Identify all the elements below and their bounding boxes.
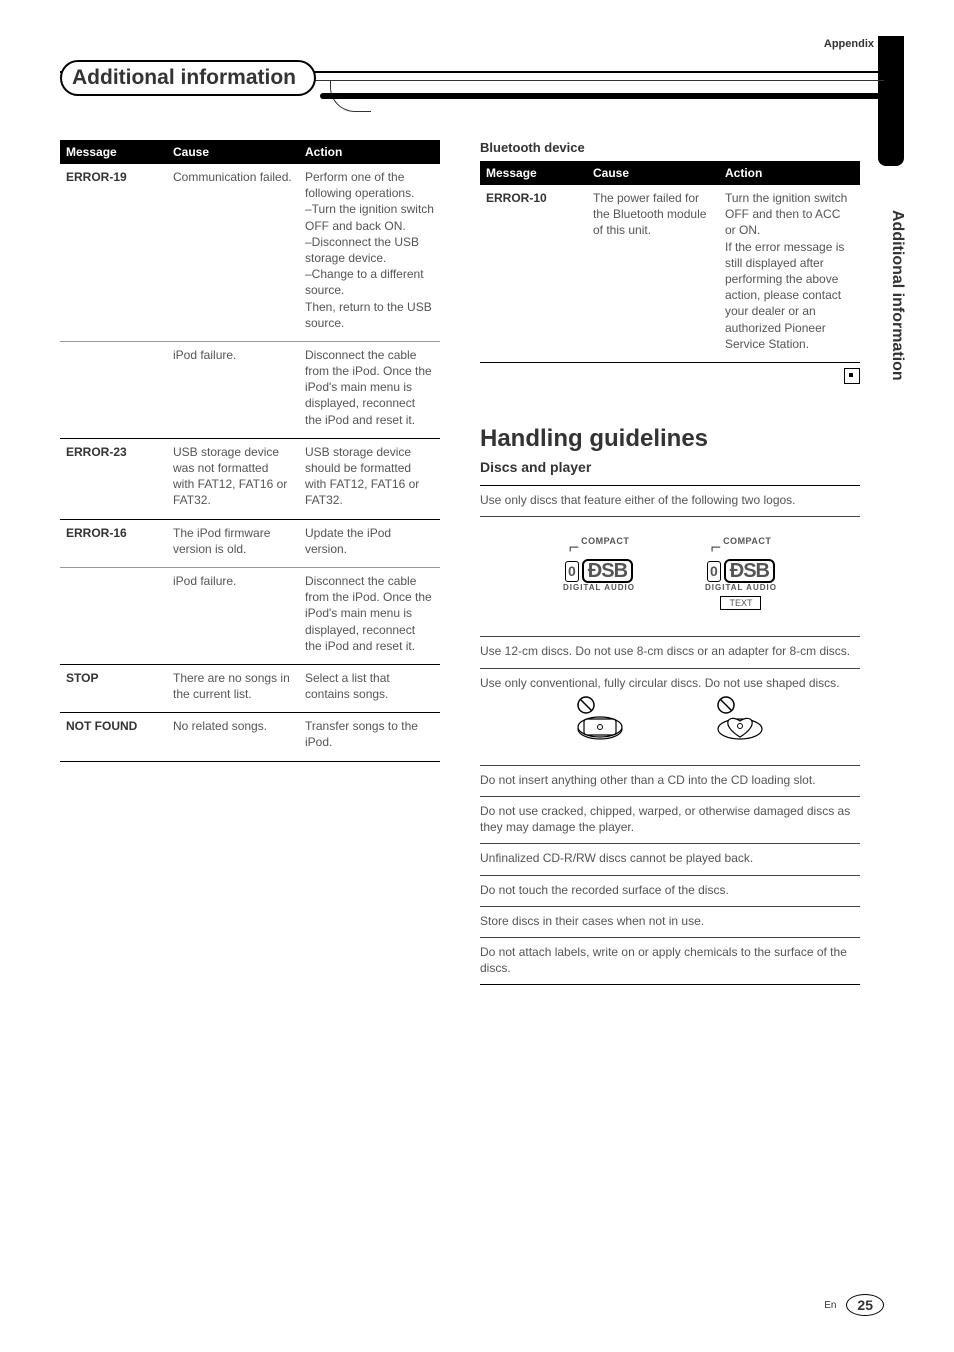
cause-cell: There are no songs in the current list. [167, 664, 299, 712]
side-tab [878, 36, 904, 166]
msg-cell: ERROR-23 [60, 438, 167, 519]
lang-label: En [824, 1300, 836, 1311]
th-cause: Cause [587, 161, 719, 185]
page-footer: En 25 [824, 1294, 884, 1316]
guide-row: Do not use cracked, chipped, warped, or … [480, 797, 860, 844]
cause-cell: iPod failure. [167, 567, 299, 664]
cause-cell: iPod failure. [167, 341, 299, 438]
prohibit-square-disc-icon [570, 695, 630, 745]
error-table-left: Message Cause Action ERROR-19Communicati… [60, 140, 440, 762]
cause-cell: No related songs. [167, 713, 299, 761]
guide-row: Store discs in their cases when not in u… [480, 907, 860, 938]
cd-logo: ⌐COMPACT 0 ƉSB DIGITAL AUDIO [563, 535, 635, 610]
error-table-right: Message Cause Action ERROR-10The power f… [480, 161, 860, 363]
th-cause: Cause [167, 140, 299, 164]
guidelines-heading: Handling guidelines [480, 425, 860, 453]
cd-text-logo: ⌐COMPACT 0 ƉSB DIGITAL AUDIO TEXT [705, 535, 777, 610]
cause-cell: USB storage device was not formatted wit… [167, 438, 299, 519]
th-action: Action [719, 161, 860, 185]
msg-cell [60, 341, 167, 438]
th-action: Action [299, 140, 440, 164]
guide-row: Do not attach labels, write on or apply … [480, 938, 860, 985]
action-cell: Select a list that contains songs. [299, 664, 440, 712]
section-title: Additional information [60, 60, 316, 96]
cause-cell: Communication failed. [167, 164, 299, 341]
msg-cell: NOT FOUND [60, 713, 167, 761]
cause-cell: The iPod firmware version is old. [167, 519, 299, 567]
guide-row: ⌐COMPACT 0 ƉSB DIGITAL AUDIO ⌐COMPACT 0 … [480, 517, 860, 637]
action-cell: Turn the ignition switch OFF and then to… [719, 185, 860, 362]
guidelines-subheading: Discs and player [480, 459, 860, 475]
guide-row: Unfinalized CD-R/RW discs cannot be play… [480, 844, 860, 875]
action-cell: Update the iPod version. [299, 519, 440, 567]
page-number: 25 [846, 1294, 884, 1316]
msg-cell [60, 567, 167, 664]
prohibit-heart-disc-icon [710, 695, 770, 745]
appendix-label: Appendix [824, 38, 874, 50]
action-cell: Disconnect the cable from the iPod. Once… [299, 567, 440, 664]
action-cell: USB storage device should be formatted w… [299, 438, 440, 519]
left-column: Message Cause Action ERROR-19Communicati… [60, 140, 440, 985]
cause-cell: The power failed for the Bluetooth modul… [587, 185, 719, 362]
guide-row: Do not touch the recorded surface of the… [480, 876, 860, 907]
th-message: Message [480, 161, 587, 185]
guidelines-body: Use only discs that feature either of th… [480, 485, 860, 986]
guide-row: Do not insert anything other than a CD i… [480, 766, 860, 797]
guide-row: Use only conventional, fully circular di… [480, 669, 860, 766]
guide-row: Use only discs that feature either of th… [480, 485, 860, 517]
vertical-section-label: Additional information [888, 210, 906, 381]
action-cell: Disconnect the cable from the iPod. Once… [299, 341, 440, 438]
right-column: Bluetooth device Message Cause Action ER… [480, 140, 860, 985]
msg-cell: STOP [60, 664, 167, 712]
guide-row: Use 12-cm discs. Do not use 8-cm discs o… [480, 637, 860, 668]
msg-cell: ERROR-10 [480, 185, 587, 362]
action-cell: Transfer songs to the iPod. [299, 713, 440, 761]
section-end-marker [480, 367, 860, 385]
content-columns: Message Cause Action ERROR-19Communicati… [60, 140, 860, 985]
th-message: Message [60, 140, 167, 164]
msg-cell: ERROR-16 [60, 519, 167, 567]
msg-cell: ERROR-19 [60, 164, 167, 341]
bluetooth-heading: Bluetooth device [480, 140, 860, 155]
action-cell: Perform one of the following operations.… [299, 164, 440, 341]
